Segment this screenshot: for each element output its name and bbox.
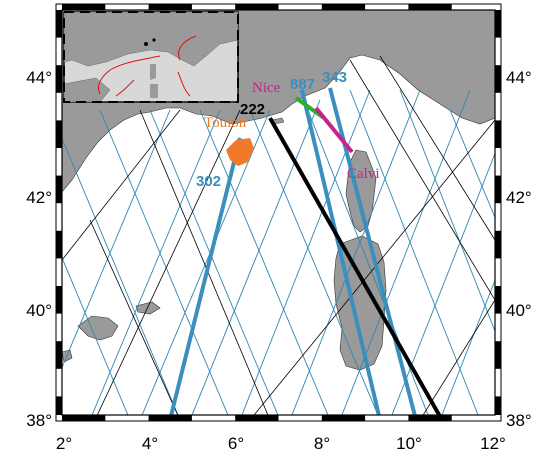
lon-tick: 12°	[480, 434, 506, 453]
lat-tick: 38°	[26, 411, 52, 430]
map-area: Nice Calvi Toulon 887 343 222 302	[62, 10, 495, 415]
frame-segment-bottom	[321, 415, 366, 421]
frame-segment-top	[321, 4, 366, 10]
thin-track	[249, 109, 379, 415]
thin-track	[62, 137, 179, 415]
frame-segment-top	[62, 4, 106, 10]
frame-segment-bottom	[62, 415, 106, 421]
lat-tick-labels-right: 38° 40° 42° 44°	[506, 68, 532, 430]
frame-segment-bottom	[148, 415, 192, 421]
mallorca	[77, 315, 119, 341]
lat-tick: 40°	[506, 301, 532, 320]
black-track	[379, 55, 495, 241]
frame-segment-left	[56, 286, 62, 314]
lon-tick: 10°	[396, 434, 422, 453]
lon-tick: 4°	[142, 434, 158, 453]
lat-tick: 42°	[26, 188, 52, 207]
track-887-label: 887	[290, 76, 315, 93]
frame-segment-right	[495, 65, 501, 93]
thin-track	[191, 99, 321, 415]
black-track	[139, 109, 269, 415]
thin-track	[399, 89, 495, 333]
frame-segment-left	[56, 341, 62, 369]
frame-segment-bottom	[408, 415, 452, 421]
frame-segment-top	[408, 4, 452, 10]
lon-tick: 2°	[56, 434, 72, 453]
track-222	[268, 117, 442, 415]
lon-tick: 6°	[228, 434, 244, 453]
thin-track	[299, 89, 429, 415]
inset-currents	[97, 35, 197, 97]
thin-tracks-descending	[62, 89, 495, 415]
frame-segment-left	[56, 396, 62, 415]
frame-segment-right	[495, 120, 501, 148]
black-track	[253, 119, 495, 415]
lon-tick-labels: 2° 4° 6° 8° 10° 12°	[56, 434, 506, 453]
frame-segment-top	[148, 4, 192, 10]
frame-segment-top	[235, 4, 279, 10]
lat-tick: 40°	[26, 301, 52, 320]
nice-label: Nice	[252, 80, 281, 96]
frame-outline	[55, 3, 502, 422]
frame-segment-bottom	[235, 415, 279, 421]
toulon-label: Toulon	[204, 115, 247, 131]
frame-segment-left	[56, 175, 62, 204]
track-302-label: 302	[196, 173, 221, 190]
frame-segment-right	[495, 341, 501, 369]
thin-black-tracks	[62, 55, 495, 415]
frame-segment-left	[56, 120, 62, 148]
thin-track	[62, 256, 129, 415]
thin-track	[91, 109, 221, 415]
lat-tick: 38°	[506, 411, 532, 430]
frame-segment-right	[495, 286, 501, 314]
frame-segment-right	[495, 10, 501, 38]
frame-segment-right	[495, 175, 501, 204]
track-887	[300, 89, 381, 415]
inset-sardinia	[150, 84, 158, 98]
magenta-segment	[314, 106, 354, 154]
lat-tick: 42°	[506, 188, 532, 207]
track-343-label: 343	[322, 69, 347, 86]
thin-track	[62, 109, 171, 369]
calvi-label: Calvi	[347, 166, 380, 182]
thin-track	[291, 89, 421, 415]
corsica	[345, 149, 377, 233]
frame-segment-left	[56, 10, 62, 38]
frame-segment-right	[495, 396, 501, 415]
black-track	[89, 219, 179, 415]
lon-tick: 8°	[314, 434, 330, 453]
thin-track	[349, 89, 479, 415]
thin-track	[449, 109, 495, 219]
toulon-patch	[226, 138, 254, 166]
thin-track	[199, 109, 329, 415]
frame-segment-right	[495, 230, 501, 259]
thin-track	[441, 279, 495, 415]
thin-track	[149, 109, 279, 415]
inset-land	[63, 11, 239, 67]
black-track	[349, 59, 495, 301]
inset-corsica	[150, 64, 156, 80]
black-track	[62, 109, 181, 261]
lat-tick: 44°	[26, 68, 52, 87]
inset-map	[63, 11, 239, 103]
black-track	[96, 109, 241, 415]
lat-tick: 44°	[506, 68, 532, 87]
lat-tick-labels-left: 38° 40° 42° 44°	[26, 68, 52, 430]
thin-track	[99, 109, 229, 415]
track-222-label: 222	[240, 101, 265, 118]
frame-segment-left	[56, 230, 62, 259]
menorca	[135, 301, 161, 315]
track-302	[169, 137, 242, 415]
frame-checker	[55, 3, 502, 422]
thin-track	[341, 89, 471, 415]
frame-segment-left	[56, 65, 62, 93]
